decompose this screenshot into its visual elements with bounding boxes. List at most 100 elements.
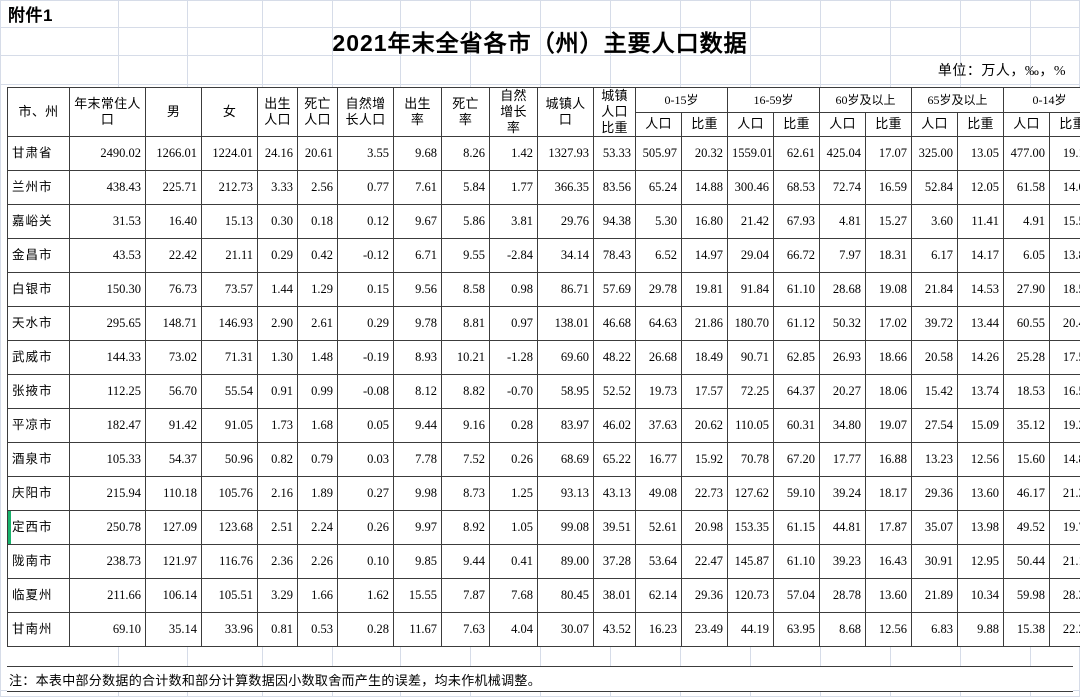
cell-r9-c13[interactable]: 37.63	[635, 408, 682, 443]
cell-r5-c4[interactable]: 73.57	[201, 272, 258, 307]
cell-r15-c12[interactable]: 43.52	[593, 612, 636, 647]
cell-r2-c8[interactable]: 7.61	[393, 170, 442, 205]
cell-r11-c14[interactable]: 22.73	[681, 476, 728, 511]
cell-r8-c14[interactable]: 17.57	[681, 374, 728, 409]
row-header-region[interactable]: 白银市	[7, 272, 70, 307]
row-header-region[interactable]: 定西市	[7, 510, 70, 545]
cell-r4-c13[interactable]: 6.52	[635, 238, 682, 273]
cell-r1-c10[interactable]: 1.42	[489, 136, 538, 171]
cell-r3-c17[interactable]: 4.81	[819, 204, 866, 239]
cell-r11-c17[interactable]: 39.24	[819, 476, 866, 511]
cell-r6-c8[interactable]: 9.78	[393, 306, 442, 341]
cell-r1-c16[interactable]: 62.61	[773, 136, 820, 171]
cell-r14-c21[interactable]: 59.98	[1003, 578, 1051, 613]
cell-r1-c18[interactable]: 17.07	[864, 136, 913, 171]
cell-r12-c8[interactable]: 9.97	[393, 510, 442, 545]
cell-r6-c19[interactable]: 39.72	[911, 306, 959, 341]
cell-r8-c7[interactable]: -0.08	[337, 374, 394, 409]
cell-r14-c17[interactable]: 28.78	[819, 578, 866, 613]
cell-r13-c3[interactable]: 121.97	[145, 544, 202, 579]
cell-r11-c11[interactable]: 93.13	[537, 476, 594, 511]
cell-r3-c10[interactable]: 3.81	[489, 204, 538, 239]
cell-r15-c17[interactable]: 8.68	[819, 612, 866, 647]
cell-r6-c11[interactable]: 138.01	[537, 306, 594, 341]
row-header-region[interactable]: 张掖市	[7, 374, 70, 409]
cell-r5-c7[interactable]: 0.15	[337, 272, 394, 307]
cell-r14-c19[interactable]: 21.89	[911, 578, 959, 613]
cell-r13-c11[interactable]: 89.00	[537, 544, 594, 579]
cell-r15-c7[interactable]: 0.28	[337, 612, 394, 647]
cell-r2-c14[interactable]: 14.88	[681, 170, 728, 205]
cell-r10-c20[interactable]: 12.56	[957, 442, 1005, 477]
cell-r11-c21[interactable]: 46.17	[1003, 476, 1051, 511]
row-header-region[interactable]: 天水市	[7, 306, 70, 341]
cell-r7-c11[interactable]: 69.60	[537, 340, 594, 375]
cell-r11-c5[interactable]: 2.16	[257, 476, 298, 511]
cell-r6-c10[interactable]: 0.97	[489, 306, 538, 341]
cell-r9-c16[interactable]: 60.31	[773, 408, 820, 443]
cell-r9-c21[interactable]: 35.12	[1003, 408, 1051, 443]
cell-r1-c21[interactable]: 477.00	[1003, 136, 1051, 171]
cell-r14-c2[interactable]: 211.66	[69, 578, 146, 613]
cell-r4-c22[interactable]: 13.89	[1049, 238, 1080, 273]
cell-r15-c13[interactable]: 16.23	[635, 612, 682, 647]
cell-r3-c9[interactable]: 5.86	[441, 204, 490, 239]
cell-r8-c11[interactable]: 58.95	[537, 374, 594, 409]
cell-r15-c4[interactable]: 33.96	[201, 612, 258, 647]
cell-r10-c18[interactable]: 16.88	[864, 442, 913, 477]
cell-r9-c2[interactable]: 182.47	[69, 408, 146, 443]
table-row[interactable]: 临夏州 211.66 106.14 105.51 3.29 1.66 1.62 15.55 7.…	[7, 578, 1080, 613]
cell-r4-c16[interactable]: 66.72	[773, 238, 820, 273]
cell-r8-c20[interactable]: 13.74	[957, 374, 1005, 409]
cell-r6-c9[interactable]: 8.81	[441, 306, 490, 341]
cell-r8-c17[interactable]: 20.27	[819, 374, 866, 409]
cell-r7-c2[interactable]: 144.33	[69, 340, 146, 375]
cell-r9-c9[interactable]: 9.16	[441, 408, 490, 443]
cell-r15-c22[interactable]: 22.25	[1049, 612, 1080, 647]
cell-r13-c18[interactable]: 16.43	[864, 544, 913, 579]
cell-r13-c14[interactable]: 22.47	[681, 544, 728, 579]
cell-r3-c22[interactable]: 15.58	[1049, 204, 1080, 239]
cell-r11-c3[interactable]: 110.18	[145, 476, 202, 511]
cell-r9-c11[interactable]: 83.97	[537, 408, 594, 443]
cell-r7-c21[interactable]: 25.28	[1003, 340, 1051, 375]
cell-r3-c8[interactable]: 9.67	[393, 204, 442, 239]
cell-r12-c15[interactable]: 153.35	[727, 510, 774, 545]
cell-r15-c9[interactable]: 7.63	[441, 612, 490, 647]
cell-r6-c18[interactable]: 17.02	[864, 306, 913, 341]
cell-r14-c16[interactable]: 57.04	[773, 578, 820, 613]
cell-r3-c19[interactable]: 3.60	[911, 204, 959, 239]
cell-r11-c15[interactable]: 127.62	[727, 476, 774, 511]
cell-r12-c19[interactable]: 35.07	[911, 510, 959, 545]
cell-r7-c7[interactable]: -0.19	[337, 340, 394, 375]
table-row[interactable]: 兰州市 438.43 225.71 212.73 3.33 2.56 0.77 7.61 5.8…	[7, 170, 1080, 205]
cell-r11-c18[interactable]: 18.17	[864, 476, 913, 511]
cell-r3-c5[interactable]: 0.30	[257, 204, 298, 239]
cell-r6-c17[interactable]: 50.32	[819, 306, 866, 341]
cell-r4-c6[interactable]: 0.42	[297, 238, 338, 273]
cell-r12-c16[interactable]: 61.15	[773, 510, 820, 545]
row-header-region[interactable]: 酒泉市	[7, 442, 70, 477]
row-header-region[interactable]: 武威市	[7, 340, 70, 375]
cell-r9-c19[interactable]: 27.54	[911, 408, 959, 443]
cell-r12-c10[interactable]: 1.05	[489, 510, 538, 545]
cell-r1-c13[interactable]: 505.97	[635, 136, 682, 171]
cell-r7-c19[interactable]: 20.58	[911, 340, 959, 375]
cell-r12-c20[interactable]: 13.98	[957, 510, 1005, 545]
cell-r7-c4[interactable]: 71.31	[201, 340, 258, 375]
cell-r14-c14[interactable]: 29.36	[681, 578, 728, 613]
cell-r14-c20[interactable]: 10.34	[957, 578, 1005, 613]
cell-r14-c3[interactable]: 106.14	[145, 578, 202, 613]
cell-r5-c22[interactable]: 18.56	[1049, 272, 1080, 307]
row-header-region[interactable]: 兰州市	[7, 170, 70, 205]
cell-r11-c22[interactable]: 21.38	[1049, 476, 1080, 511]
table-row[interactable]: 平凉市 182.47 91.42 91.05 1.73 1.68 0.05 9.44 9.16 0…	[7, 408, 1080, 443]
cell-r1-c22[interactable]: 19.16	[1049, 136, 1080, 171]
cell-r10-c16[interactable]: 67.20	[773, 442, 820, 477]
cell-r7-c17[interactable]: 26.93	[819, 340, 866, 375]
table-row[interactable]: 金昌市 43.53 22.42 21.11 0.29 0.42 -0.12 6.71 9.55-…	[7, 238, 1080, 273]
cell-r4-c5[interactable]: 0.29	[257, 238, 298, 273]
cell-r5-c2[interactable]: 150.30	[69, 272, 146, 307]
cell-r8-c15[interactable]: 72.25	[727, 374, 774, 409]
cell-r9-c17[interactable]: 34.80	[819, 408, 866, 443]
